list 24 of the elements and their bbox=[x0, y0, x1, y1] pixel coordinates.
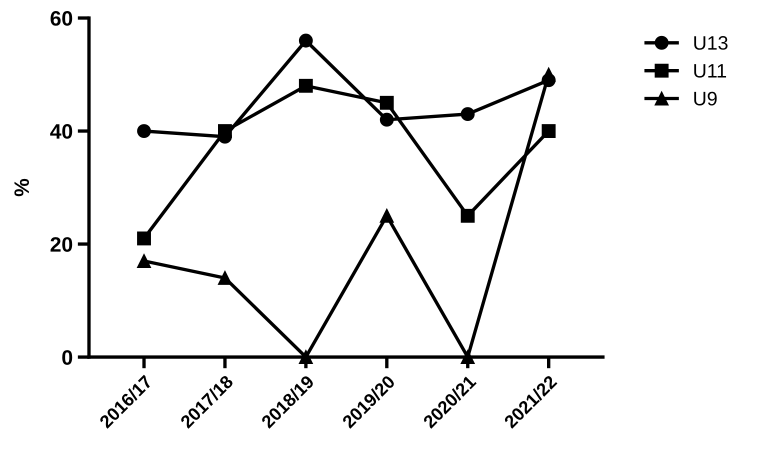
point bbox=[137, 124, 151, 138]
point bbox=[380, 112, 394, 127]
legend-label: U11 bbox=[694, 64, 726, 78]
y-axis-title: % bbox=[14, 178, 30, 196]
legend-label: U9 bbox=[694, 92, 717, 106]
point bbox=[218, 124, 232, 138]
point bbox=[542, 124, 556, 138]
y-tick-label: 20 bbox=[50, 237, 72, 252]
point bbox=[460, 107, 475, 122]
point bbox=[542, 68, 556, 82]
point bbox=[380, 96, 394, 110]
point bbox=[298, 350, 313, 364]
point bbox=[460, 350, 475, 364]
point bbox=[380, 208, 394, 223]
point bbox=[137, 231, 151, 246]
point bbox=[218, 271, 232, 285]
y-tick-label: 60 bbox=[50, 11, 72, 26]
y-tick-label: 40 bbox=[50, 124, 72, 139]
point bbox=[460, 208, 475, 223]
y-tick-label: 0 bbox=[62, 350, 72, 365]
legend-label: U13 bbox=[694, 36, 728, 50]
point bbox=[298, 78, 313, 93]
point bbox=[137, 254, 151, 268]
point bbox=[298, 34, 313, 48]
